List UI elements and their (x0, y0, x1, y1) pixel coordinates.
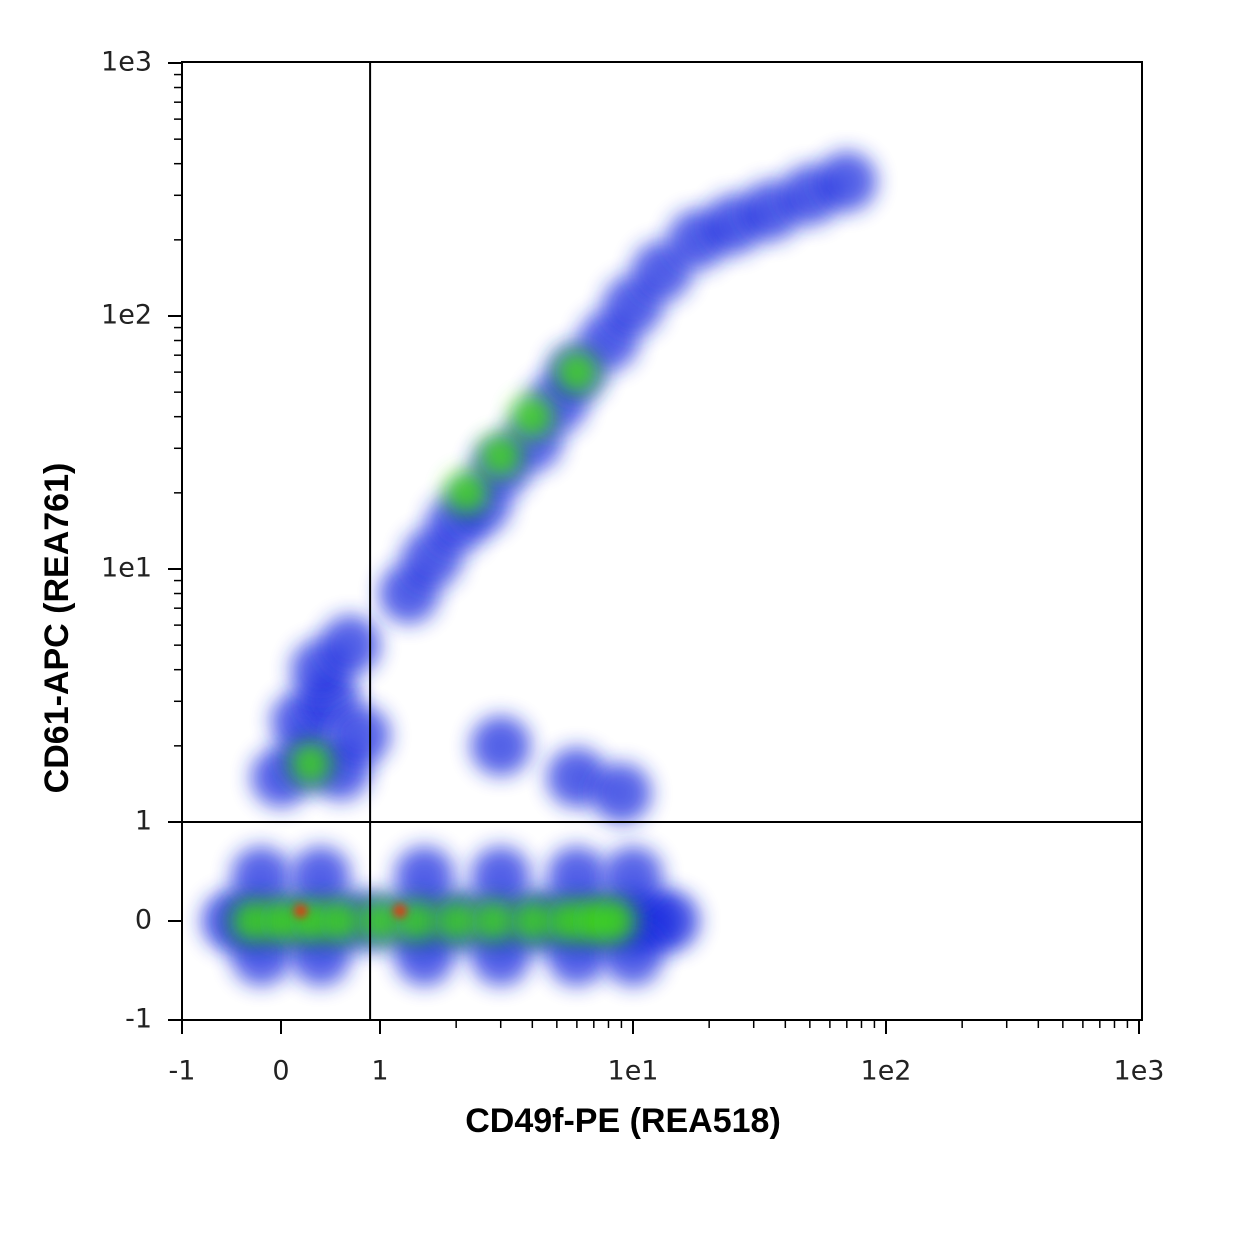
density-point (288, 741, 333, 786)
density-point (330, 705, 391, 766)
density-point (434, 899, 479, 943)
x-tick-label: -1 (169, 1056, 196, 1087)
plot-frame (181, 61, 1143, 1021)
density-point (358, 899, 402, 943)
density-point (478, 433, 523, 478)
density-point (470, 715, 531, 776)
density-point (231, 846, 292, 907)
density-point (470, 846, 531, 907)
density-point (603, 846, 663, 907)
density-point (510, 899, 555, 943)
density-point (593, 899, 638, 943)
density-point (546, 846, 607, 907)
x-tick-label: 1e2 (861, 1056, 912, 1087)
x-tick-label: 1e1 (608, 1056, 659, 1087)
y-tick-label: 1e3 (101, 47, 152, 78)
y-tick-label: 0 (135, 905, 152, 936)
y-axis-title: CD61-APC (REA761) (38, 463, 76, 794)
y-tick-label: 1e2 (101, 300, 152, 331)
density-point (290, 846, 351, 907)
x-tick-label: 1 (371, 1056, 388, 1087)
density-point (393, 904, 408, 919)
y-tick-label: 1 (135, 806, 152, 837)
density-point (320, 615, 381, 676)
density-point (318, 899, 363, 943)
x-tick-label: 1e3 (1114, 1056, 1165, 1087)
density-point (816, 151, 877, 212)
y-tick-label: -1 (125, 1004, 152, 1035)
density-point (591, 763, 652, 824)
density-point (471, 899, 516, 943)
plot-points (201, 151, 877, 986)
density-point (554, 350, 599, 395)
density-point (293, 904, 308, 919)
x-tick-label: 0 (272, 1056, 289, 1087)
density-point (394, 846, 455, 907)
density-point (510, 394, 555, 439)
x-axis-title: CD49f-PE (REA518) (465, 1102, 781, 1140)
y-tick-label: 1e1 (101, 553, 152, 584)
density-point (444, 470, 489, 515)
